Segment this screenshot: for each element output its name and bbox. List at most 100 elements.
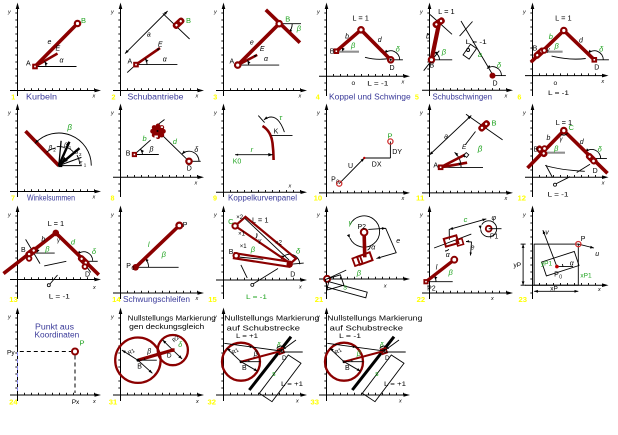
svg-text:14: 14: [112, 295, 121, 304]
svg-text:B: B: [126, 151, 131, 158]
svg-text:x: x: [398, 399, 402, 405]
svg-text:s: s: [343, 283, 347, 292]
svg-text:32: 32: [208, 398, 217, 407]
svg-text:P2: P2: [358, 224, 367, 231]
svg-text:13: 13: [9, 295, 17, 304]
svg-text:A: A: [230, 59, 235, 66]
svg-text:D: D: [493, 81, 498, 88]
svg-text:b: b: [345, 34, 349, 41]
svg-text:6: 6: [517, 93, 521, 102]
svg-text:P1: P1: [490, 234, 499, 241]
svg-text:Koordinaten: Koordinaten: [35, 331, 80, 340]
svg-text:P: P: [581, 236, 586, 243]
svg-text:Nullstellungs Markierung: Nullstellungs Markierung: [224, 314, 319, 323]
svg-text:C: C: [569, 123, 575, 132]
svg-text:x: x: [92, 399, 96, 405]
svg-text:β: β: [554, 42, 560, 51]
svg-text:ε: ε: [80, 159, 83, 166]
svg-text:B: B: [81, 16, 86, 25]
svg-text:b: b: [143, 134, 147, 143]
svg-text:P: P: [80, 339, 85, 348]
svg-text:L = +1: L = +1: [236, 333, 258, 340]
svg-text:Py: Py: [7, 350, 15, 357]
svg-text:a: a: [147, 32, 151, 39]
svg-text:×1: ×1: [238, 232, 246, 238]
svg-text:xP1: xP1: [580, 273, 592, 280]
svg-text:24: 24: [9, 398, 18, 407]
svg-text:x: x: [298, 94, 302, 100]
svg-text:x: x: [295, 399, 299, 405]
svg-text:yP: yP: [514, 262, 522, 269]
svg-text:x: x: [504, 196, 508, 202]
svg-text:auf Schubstrecke: auf Schubstrecke: [330, 324, 403, 333]
svg-text:β: β: [441, 48, 447, 57]
svg-text:D: D: [187, 166, 192, 173]
svg-text:C: C: [228, 217, 234, 226]
svg-text:L = +1: L = +1: [281, 381, 303, 388]
svg-text:B: B: [345, 365, 350, 372]
svg-text:D: D: [290, 272, 295, 279]
svg-text:×1: ×1: [240, 244, 248, 250]
svg-text:E: E: [158, 42, 163, 49]
svg-text:D: D: [390, 65, 395, 72]
svg-text:Koppel und Schwinge: Koppel und Schwinge: [329, 93, 411, 102]
svg-text:L = +1: L = +1: [384, 381, 406, 388]
svg-text:B: B: [330, 49, 335, 56]
svg-text:x: x: [383, 284, 387, 290]
svg-text:x: x: [92, 94, 96, 100]
svg-text:×2: ×2: [275, 241, 283, 247]
svg-text:D: D: [594, 65, 599, 72]
svg-text:b: b: [547, 135, 551, 142]
svg-text:x: x: [92, 285, 96, 291]
svg-text:B: B: [229, 249, 234, 256]
svg-text:b: b: [426, 33, 430, 40]
svg-text:P: P: [388, 132, 393, 141]
svg-text:b: b: [41, 237, 45, 244]
svg-text:L = -1: L = -1: [466, 39, 487, 46]
svg-text:b: b: [549, 32, 553, 41]
svg-text:Schwungschleifen: Schwungschleifen: [123, 295, 190, 304]
svg-text:31: 31: [109, 398, 118, 407]
svg-text:D: D: [385, 355, 390, 362]
svg-text:Kurbeln: Kurbeln: [26, 93, 57, 102]
svg-text:D: D: [593, 168, 598, 175]
svg-text:B: B: [242, 365, 247, 372]
svg-text:L = -1: L = -1: [339, 333, 362, 340]
svg-text:8: 8: [111, 193, 115, 202]
svg-text:21: 21: [315, 295, 324, 304]
svg-text:auf Schubstrecke: auf Schubstrecke: [227, 324, 300, 333]
svg-text:A: A: [128, 59, 133, 66]
svg-text:L = 1: L = 1: [48, 221, 65, 228]
svg-text:Koppelkurvenpanel: Koppelkurvenpanel: [228, 193, 297, 202]
svg-text:L = -1: L = -1: [548, 192, 569, 199]
svg-text:0: 0: [132, 266, 135, 272]
svg-text:D: D: [282, 355, 287, 362]
svg-text:U: U: [348, 163, 353, 170]
svg-text:Px: Px: [72, 399, 80, 406]
svg-text:E: E: [462, 144, 467, 151]
svg-text:Schubschwingen: Schubschwingen: [433, 93, 493, 102]
svg-text:x: x: [195, 399, 199, 405]
svg-text:β: β: [66, 123, 72, 132]
svg-text:D: D: [85, 272, 90, 279]
svg-text:x: x: [92, 195, 96, 201]
svg-text:E: E: [56, 46, 61, 53]
svg-text:B: B: [534, 147, 539, 154]
svg-text:e: e: [250, 40, 254, 47]
svg-text:δ: δ: [194, 147, 198, 154]
svg-text:c: c: [464, 215, 468, 224]
svg-text:L = -1: L = -1: [246, 294, 267, 301]
svg-text:β: β: [448, 268, 454, 277]
svg-text:×2: ×2: [236, 215, 244, 221]
svg-text:1: 1: [11, 93, 15, 102]
svg-text:e: e: [471, 245, 475, 252]
svg-text:5: 5: [415, 93, 419, 102]
svg-text:x: x: [288, 184, 292, 190]
svg-text:β: β: [253, 351, 258, 358]
svg-text:a: a: [478, 50, 482, 59]
svg-text:9: 9: [213, 193, 217, 202]
svg-text:0: 0: [336, 180, 339, 186]
svg-text:x: x: [401, 79, 405, 85]
svg-text:δ: δ: [178, 342, 182, 349]
svg-text:x: x: [490, 296, 494, 302]
